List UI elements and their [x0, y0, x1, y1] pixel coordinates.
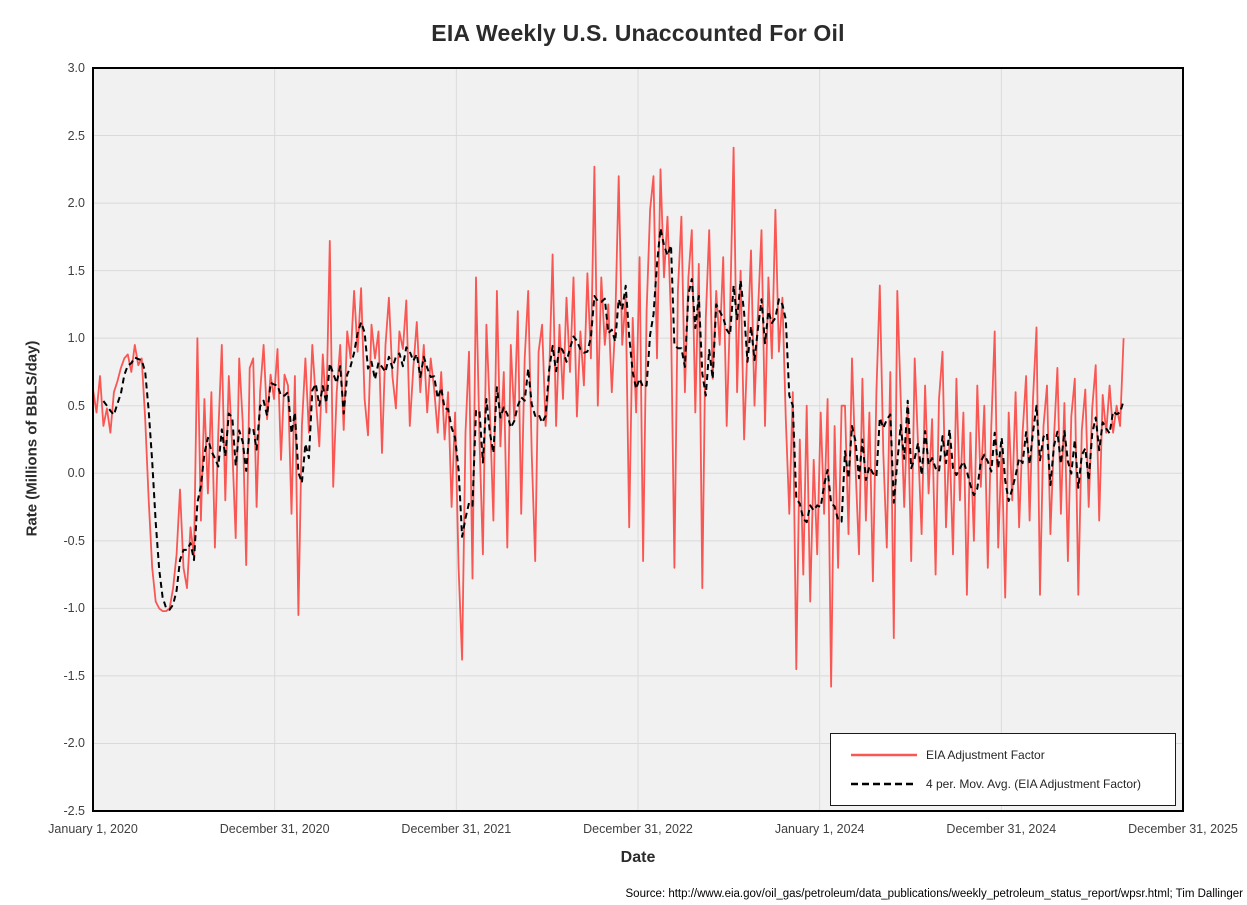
plot-border: [92, 67, 1184, 812]
chart-title: EIA Weekly U.S. Unaccounted For Oil: [431, 20, 845, 46]
x-axis-tick-label: December 31, 2024: [946, 822, 1057, 836]
y-axis-tick-label: -0.5: [63, 533, 85, 548]
y-axis-tick-label: -1.5: [63, 668, 85, 683]
y-axis-tick-label: -2.5: [63, 804, 85, 818]
x-axis-title: Date: [620, 849, 656, 866]
y-axis-tick-label: 0.0: [67, 466, 85, 481]
legend-entry-moving-average: 4 per. Mov. Avg. (EIA Adjustment Factor): [851, 777, 1175, 791]
y-axis-tick-label: 0.5: [67, 398, 85, 413]
legend-red-line-sample: [851, 753, 917, 757]
legend-label-adjustment-factor: EIA Adjustment Factor: [926, 747, 1045, 762]
x-axis-tick-label: December 31, 2021: [401, 822, 512, 836]
chart-legend: EIA Adjustment Factor 4 per. Mov. Avg. (…: [830, 733, 1176, 806]
x-axis-tick-label: December 31, 2022: [583, 822, 693, 836]
legend-label-moving-average: 4 per. Mov. Avg. (EIA Adjustment Factor): [926, 777, 1141, 792]
series-line-adjustment-factor: [92, 146, 1125, 688]
legend-dashed-line-sample: [851, 782, 917, 786]
y-axis-title: Rate (Millions of BBLS/day): [23, 340, 41, 537]
y-axis-tick-label: 1.0: [67, 331, 85, 346]
y-axis-tick-label: 2.5: [67, 128, 85, 143]
y-axis-tick-label: -1.0: [63, 601, 85, 616]
x-axis-tick-label: December 31, 2025: [1128, 822, 1238, 836]
series-line-moving-average: [102, 227, 1125, 611]
x-axis-tick-label: January 1, 2020: [48, 822, 138, 836]
x-axis-tick-label: December 31, 2020: [219, 822, 330, 836]
source-note: Source: http://www.eia.gov/oil_gas/petro…: [625, 888, 1243, 900]
y-axis-tick-label: 2.0: [67, 196, 85, 211]
y-axis-tick-label: 1.5: [67, 263, 85, 278]
legend-entry-adjustment-factor: EIA Adjustment Factor: [851, 748, 1175, 762]
y-axis-tick-label: -2.0: [63, 736, 85, 751]
y-axis-tick-label: 3.0: [67, 61, 85, 75]
x-axis-tick-label: January 1, 2024: [774, 822, 865, 836]
